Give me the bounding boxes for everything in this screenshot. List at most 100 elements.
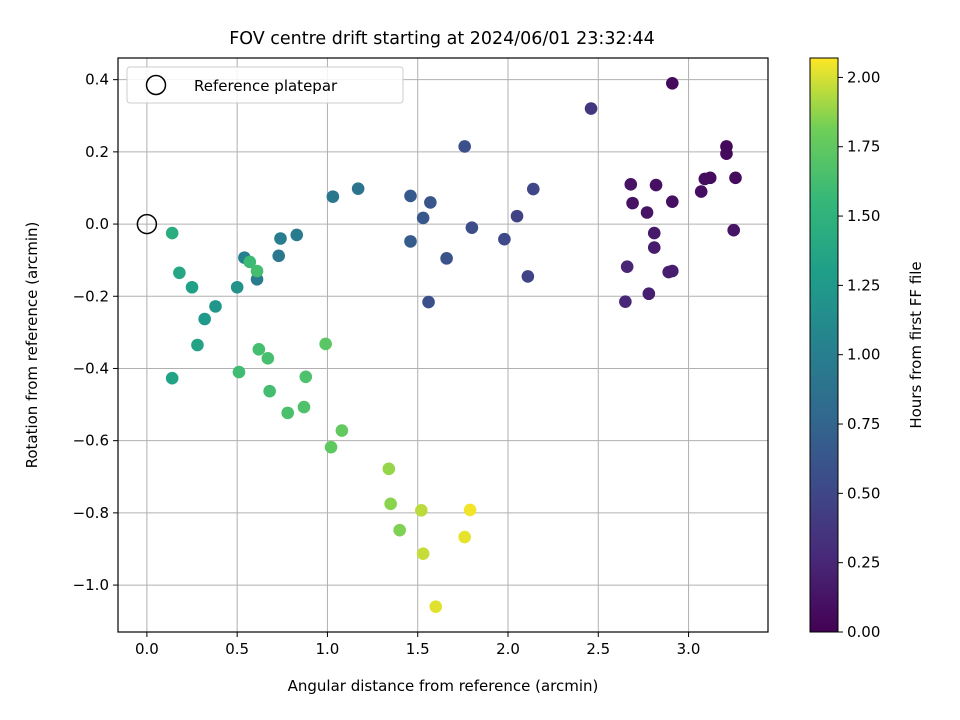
data-point [185,280,199,294]
colorbar-tick-label: 0.50 [847,484,880,502]
y-tick-label: −0.6 [73,432,109,450]
data-point [281,406,295,420]
x-tick-label: 0.5 [225,640,249,658]
data-point [584,102,598,115]
data-point [647,241,661,254]
x-axis-ticks: 0.0 0.5 1.0 1.5 2.0 2.5 3.0 [135,632,701,658]
colorbar-gradient [809,57,839,633]
data-point [416,211,430,225]
data-point [250,264,264,278]
data-point [662,265,675,279]
data-point [415,504,428,517]
data-point [703,171,717,185]
data-point [335,424,349,437]
y-axis-label: Rotation from reference (arcmin) [23,222,41,469]
data-point [198,312,211,326]
data-point [422,295,435,309]
data-point [243,255,257,269]
data-point [458,140,471,153]
data-point [263,384,276,398]
data-point [694,185,708,198]
colorbar-ticks: 0.00 0.25 0.50 0.75 1.00 1.25 1.50 1.75 2.00 [838,68,880,641]
data-point [640,206,654,219]
data-point [404,235,417,248]
data-point [720,147,733,160]
colorbar: 0.00 0.25 0.50 0.75 1.00 1.25 1.50 1.75 2.00 Hou… [809,57,925,641]
data-point [326,190,340,203]
grid-lines [118,58,768,632]
data-point [252,343,266,356]
colorbar-tick-label: 1.50 [847,207,880,225]
colorbar-tick-label: 1.00 [847,346,880,364]
x-tick-label: 2.5 [586,640,610,658]
data-point [384,497,397,511]
data-point [642,287,656,301]
data-point [319,337,332,351]
plot-area: 0.0 0.5 1.0 1.5 2.0 2.5 3.0 0.4 0.2 0.0 −0.2 −0.4 −… [73,57,769,658]
colorbar-tick-label: 2.00 [847,68,880,86]
data-point [440,252,453,265]
data-point [424,196,437,209]
axes-frame [117,57,769,633]
data-point [404,189,417,203]
data-point [290,228,304,242]
x-tick-label: 1.0 [316,640,340,658]
legend-marker-icon [145,74,167,96]
reference-platepar-marker [136,213,158,235]
data-point [649,178,663,192]
legend-label: Reference platepar [194,77,338,95]
y-tick-label: −0.2 [73,287,109,305]
y-tick-label: −0.8 [73,504,109,522]
data-point [351,182,365,195]
data-point [463,503,477,517]
data-point [521,270,535,283]
colorbar-tick-label: 1.75 [847,138,880,156]
data-point [230,280,244,294]
data-point [274,232,287,245]
data-point [165,371,179,385]
data-point [510,209,524,223]
data-point [498,232,511,246]
data-point [297,400,311,414]
chart-title: FOV centre drift starting at 2024/06/01 … [229,29,655,49]
data-point [173,266,186,280]
data-point [382,462,396,476]
colorbar-tick-label: 1.25 [847,276,880,294]
data-point [620,260,634,273]
data-point [666,195,679,208]
data-point [624,178,638,191]
y-tick-label: −1.0 [73,576,109,594]
y-tick-label: −0.4 [73,359,109,377]
x-tick-label: 1.5 [406,640,430,658]
data-point [526,182,540,196]
colorbar-tick-label: 0.25 [847,554,880,572]
data-point [729,171,742,185]
data-point [261,352,275,365]
colorbar-tick-label: 0.00 [847,623,880,641]
y-tick-label: 0.4 [85,71,109,89]
data-point [666,76,679,90]
legend: Reference platepar [126,66,404,104]
data-point [727,223,740,237]
x-tick-label: 2.0 [496,640,520,658]
data-point [324,440,338,454]
data-point [416,547,430,560]
data-point [619,295,632,308]
data-point [191,338,204,352]
x-tick-label: 0.0 [135,640,159,658]
data-point [647,226,661,240]
data-point [272,249,285,263]
data-point [393,523,406,537]
data-point [299,370,313,384]
x-tick-label: 3.0 [677,640,701,658]
data-point [458,530,471,544]
data-point [165,226,179,240]
data-point [626,196,639,210]
colorbar-tick-label: 0.75 [847,415,880,433]
data-points [165,76,742,614]
data-point [429,600,443,614]
data-point [465,221,479,234]
x-axis-label: Angular distance from reference (arcmin) [288,677,599,695]
colorbar-label: Hours from first FF file [907,261,925,428]
